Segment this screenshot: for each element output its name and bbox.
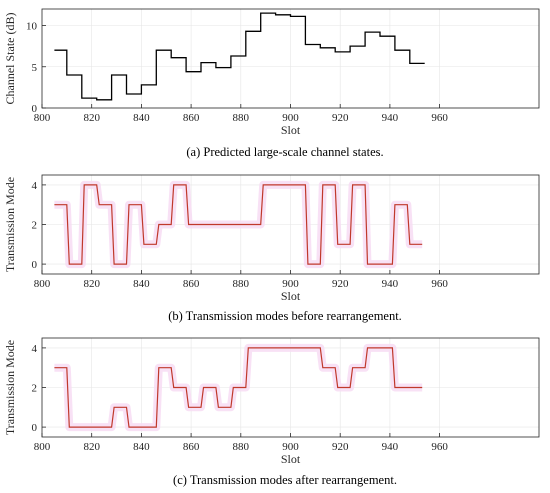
- panel-a-xtick-label: 840: [133, 112, 150, 124]
- panel-a-xtick-label: 920: [332, 112, 349, 124]
- panel-c-xtick-label: 840: [133, 441, 150, 453]
- panel-b-xtick-label: 960: [431, 278, 448, 290]
- panel-c-xtick-label: 960: [431, 441, 448, 453]
- panel-c-caption: (c) Transmission modes after rearrangeme…: [173, 473, 397, 487]
- panel-a-xtick-label: 960: [431, 112, 448, 124]
- panel-a-caption: (a) Predicted large-scale channel states…: [186, 145, 383, 159]
- panel-b-xtick-label: 880: [233, 278, 250, 290]
- panel-a-xtick-label: 800: [34, 112, 51, 124]
- panel-b-xtick-label: 860: [183, 278, 200, 290]
- panel-c-ytick-label: 2: [32, 383, 38, 395]
- panel-c-ytick-label: 4: [32, 343, 38, 355]
- panel-b-xlabel: Slot: [281, 289, 301, 303]
- panel-c-xtick-label: 820: [83, 441, 100, 453]
- panel-b-ytick-label: 0: [32, 259, 38, 271]
- panel-b-xtick-label: 900: [282, 278, 299, 290]
- panel-a-ytick-label: 5: [32, 62, 38, 74]
- panel-c: 800 820 840 860 880 900 920 940 960 0 2 4 Slot Tran…: [3, 337, 540, 487]
- panel-c-xlabel: Slot: [281, 452, 301, 466]
- panel-b: 800 820 840 860 880 900 920 940 960 0 2 4 Slot Tran…: [3, 174, 540, 323]
- panel-c-ytick-label: 0: [32, 422, 38, 434]
- panel-c-xtick-label: 880: [233, 441, 250, 453]
- panel-b-xtick-label: 820: [83, 278, 100, 290]
- panel-b-xtick-label: 840: [133, 278, 150, 290]
- panel-b-xtick-label: 940: [382, 278, 399, 290]
- panel-a-xtick-label: 820: [83, 112, 100, 124]
- panel-b-xtick-label: 920: [332, 278, 349, 290]
- panel-b-caption: (b) Transmission modes before rearrangem…: [168, 309, 402, 323]
- panel-c-series-line: [54, 347, 423, 428]
- panel-c-ylabel: Transmission Mode: [3, 340, 17, 435]
- panel-a-xtick-label: 860: [183, 112, 200, 124]
- panel-a-xtick-label: 900: [282, 112, 299, 124]
- panel-a-ylabel: Channel State (dB): [3, 13, 17, 105]
- panel-a-xtick-label: 940: [382, 112, 399, 124]
- panel-a: 800 820 840 860 880 900 920 940 960 0 5 10 Slot Cha…: [3, 8, 540, 159]
- panel-a-series-line: [54, 12, 425, 101]
- panel-c-xtick-label: 940: [382, 441, 399, 453]
- panel-b-xtick-label: 800: [34, 278, 51, 290]
- panel-b-ytick-label: 4: [32, 180, 38, 192]
- panel-a-xtick-label: 880: [233, 112, 250, 124]
- panel-c-xtick-label: 860: [183, 441, 200, 453]
- panel-a-ytick-label: 0: [32, 103, 38, 115]
- panel-c-xtick-label: 920: [332, 441, 349, 453]
- panel-b-ylabel: Transmission Mode: [3, 177, 17, 272]
- panel-a-xlabel: Slot: [281, 123, 301, 137]
- panel-c-xtick-label: 900: [282, 441, 299, 453]
- panel-a-ytick-label: 10: [26, 21, 38, 33]
- panel-b-ytick-label: 2: [32, 220, 38, 232]
- panel-c-xtick-label: 800: [34, 441, 51, 453]
- panel-b-series-line: [54, 184, 423, 265]
